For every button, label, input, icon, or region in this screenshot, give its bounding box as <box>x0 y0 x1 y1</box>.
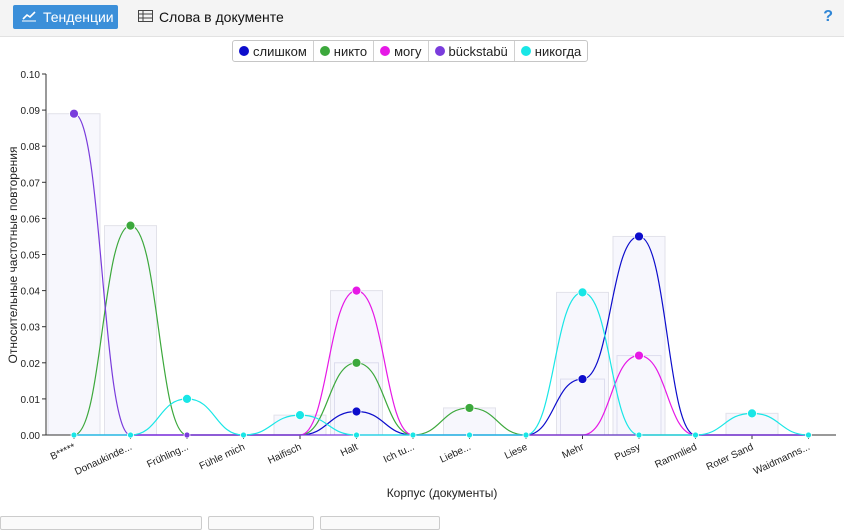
legend-label: никто <box>333 43 368 59</box>
x-tick-label: Mehr <box>560 441 586 461</box>
x-tick-label: Frühling... <box>145 442 190 471</box>
series-line <box>73 225 809 436</box>
data-point <box>522 431 530 439</box>
data-point <box>635 431 643 439</box>
data-point <box>409 431 417 439</box>
chart-area: 0.00 0.01 0.02 0.03 0.04 0.05 0.06 0.07 0.08 0.09… <box>6 70 836 500</box>
data-point <box>351 357 362 368</box>
legend-label: bückstabü <box>448 43 508 59</box>
table-icon <box>138 9 153 25</box>
data-point <box>692 431 699 439</box>
data-point <box>240 431 247 439</box>
bar <box>612 235 666 436</box>
y-tick-label: 0.10 <box>21 70 41 81</box>
data-point <box>183 431 191 439</box>
tab-document-words-label: Слова в документе <box>159 9 284 25</box>
data-point <box>182 393 192 404</box>
x-tick-label: Pussy <box>613 442 642 463</box>
data-point <box>295 410 305 421</box>
x-tick-label: Fühle mich <box>198 442 247 473</box>
y-tick-label: 0.07 <box>21 178 41 189</box>
data-point <box>634 231 644 242</box>
y-tick-label: 0.00 <box>21 431 41 442</box>
data-point <box>353 431 360 439</box>
data-point <box>70 431 78 439</box>
bar <box>47 113 101 436</box>
data-point <box>634 350 644 361</box>
data-point <box>805 431 812 439</box>
bottom-input[interactable] <box>0 516 202 530</box>
legend-item[interactable]: слишком <box>233 41 314 61</box>
x-tick-label: Rammlied <box>653 442 698 471</box>
data-point <box>466 431 473 439</box>
legend-item[interactable]: никто <box>314 41 375 61</box>
legend-item[interactable]: bückstabü <box>429 41 515 61</box>
legend-dot-icon <box>380 46 391 56</box>
data-point <box>69 108 79 119</box>
data-point <box>747 408 757 419</box>
bottom-button-2[interactable] <box>320 516 440 530</box>
legend-label: могу <box>394 43 422 59</box>
series-line <box>73 113 809 436</box>
y-tick-label: 0.02 <box>21 359 41 370</box>
x-tick-label: Ich tu... <box>382 442 416 466</box>
line-chart-icon <box>21 9 37 25</box>
x-tick-label: Liese <box>503 442 530 462</box>
data-point <box>351 285 362 296</box>
legend-label: никогда <box>534 43 582 59</box>
series-line <box>74 235 809 436</box>
x-tick-label: Roter Sand <box>705 442 756 473</box>
y-tick-label: 0.01 <box>21 395 41 406</box>
bottom-button[interactable] <box>208 516 314 530</box>
legend-item[interactable]: никогда <box>515 41 587 61</box>
chart-legend: слишком никто могу bückstabü никогда <box>232 40 589 62</box>
tab-trends-label: Тенденции <box>43 9 114 25</box>
legend-label: слишком <box>253 43 307 59</box>
data-point <box>464 403 475 413</box>
x-tick-label: Haifisch <box>266 442 303 467</box>
x-tick-label: B***** <box>49 442 77 463</box>
series-line <box>74 289 809 436</box>
y-tick-label: 0.08 <box>21 142 41 153</box>
bar <box>556 291 609 436</box>
x-tick-label: Waidmanns... <box>752 442 812 478</box>
y-axis-title: Относительные частотные повторения <box>6 147 20 364</box>
tab-document-words[interactable]: Слова в документе <box>130 5 292 29</box>
legend-dot-icon <box>319 46 330 56</box>
x-tick-label: Donaukinde... <box>73 442 134 478</box>
help-button[interactable]: ? <box>823 8 833 25</box>
data-point <box>577 287 588 298</box>
legend-dot-icon <box>434 46 445 56</box>
data-point <box>125 220 136 231</box>
y-tick-label: 0.05 <box>21 251 41 262</box>
legend-item[interactable]: могу <box>374 41 429 61</box>
x-tick-label: Liebe... <box>438 442 472 466</box>
bar <box>104 225 157 436</box>
y-tick-label: 0.03 <box>21 323 41 334</box>
data-point <box>351 406 362 417</box>
legend-dot-icon <box>520 46 531 56</box>
y-tick-label: 0.09 <box>21 106 41 117</box>
legend-dot-icon <box>239 46 249 56</box>
data-point <box>577 374 588 384</box>
tab-trends[interactable]: Тенденции <box>13 5 118 29</box>
toolbar: Тенденции Слова в документе ? <box>0 0 844 37</box>
data-point <box>127 431 134 439</box>
series-line <box>74 291 809 436</box>
y-tick-label: 0.04 <box>21 287 41 298</box>
y-tick-label: 0.06 <box>21 214 41 225</box>
x-axis-title: Корпус (документы) <box>387 486 498 500</box>
x-tick-label: Halt <box>339 442 360 460</box>
